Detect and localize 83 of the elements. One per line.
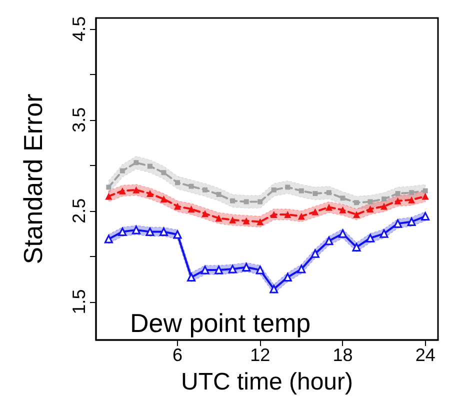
point [382, 196, 387, 202]
point [106, 184, 112, 190]
point [312, 208, 319, 216]
point [354, 200, 359, 206]
point [173, 230, 182, 239]
y-tick-label: 4.5 [69, 16, 89, 42]
point [270, 210, 278, 218]
point [256, 266, 264, 274]
point [258, 199, 263, 204]
point [394, 197, 402, 204]
point [216, 192, 222, 197]
point [422, 188, 428, 194]
x-tick-label: 18 [332, 345, 353, 365]
point [324, 236, 334, 246]
point [161, 170, 166, 176]
point [340, 196, 346, 201]
y-axis-title: Standard Error [18, 93, 48, 264]
point [422, 192, 429, 200]
point [188, 184, 194, 189]
x-axis-title: UTC time (hour) [180, 368, 354, 396]
annotation: Dew point temp [130, 308, 311, 338]
point [352, 242, 361, 252]
point [146, 228, 154, 236]
point [188, 206, 195, 213]
point [395, 191, 400, 196]
point [298, 212, 305, 220]
point [118, 228, 127, 236]
point [147, 164, 152, 169]
point [132, 186, 140, 194]
point [421, 212, 430, 221]
point [214, 266, 224, 274]
point [104, 234, 113, 244]
point [118, 187, 126, 194]
point [284, 210, 292, 218]
point [229, 216, 236, 224]
y-tick-label: 3.5 [69, 107, 89, 132]
point [159, 228, 168, 236]
point [366, 206, 374, 213]
point [310, 249, 320, 258]
point [409, 190, 414, 196]
point [244, 199, 249, 204]
point [202, 187, 208, 192]
point [242, 217, 250, 224]
point [105, 192, 112, 200]
point [174, 202, 182, 210]
x-tick-label: 24 [415, 345, 436, 365]
point [175, 180, 180, 186]
point [283, 272, 292, 282]
point [352, 210, 360, 218]
point [312, 191, 318, 196]
point [146, 190, 154, 198]
point [120, 168, 125, 174]
point [380, 202, 388, 210]
point [368, 199, 373, 204]
point [407, 218, 416, 226]
point [298, 188, 304, 194]
point [200, 266, 210, 274]
point [394, 219, 402, 228]
x-tick-label: 12 [250, 345, 270, 365]
point [230, 198, 236, 204]
point [160, 196, 168, 203]
point [242, 262, 251, 272]
point [297, 264, 306, 274]
point [338, 229, 347, 238]
point [339, 206, 346, 214]
y-tick-label: 1.5 [69, 289, 89, 314]
point [285, 184, 290, 190]
point [270, 284, 278, 294]
point [366, 234, 375, 242]
point [271, 187, 276, 192]
point [215, 214, 222, 222]
point [228, 264, 237, 274]
point [325, 204, 332, 211]
x-tick-label: 6 [172, 345, 183, 365]
point [187, 272, 196, 282]
point [132, 226, 140, 234]
point [408, 196, 416, 204]
y-tick-label: 2.5 [69, 198, 89, 224]
point [202, 210, 209, 218]
point [256, 218, 264, 226]
point [380, 229, 388, 238]
point [134, 160, 139, 166]
point [326, 190, 332, 196]
